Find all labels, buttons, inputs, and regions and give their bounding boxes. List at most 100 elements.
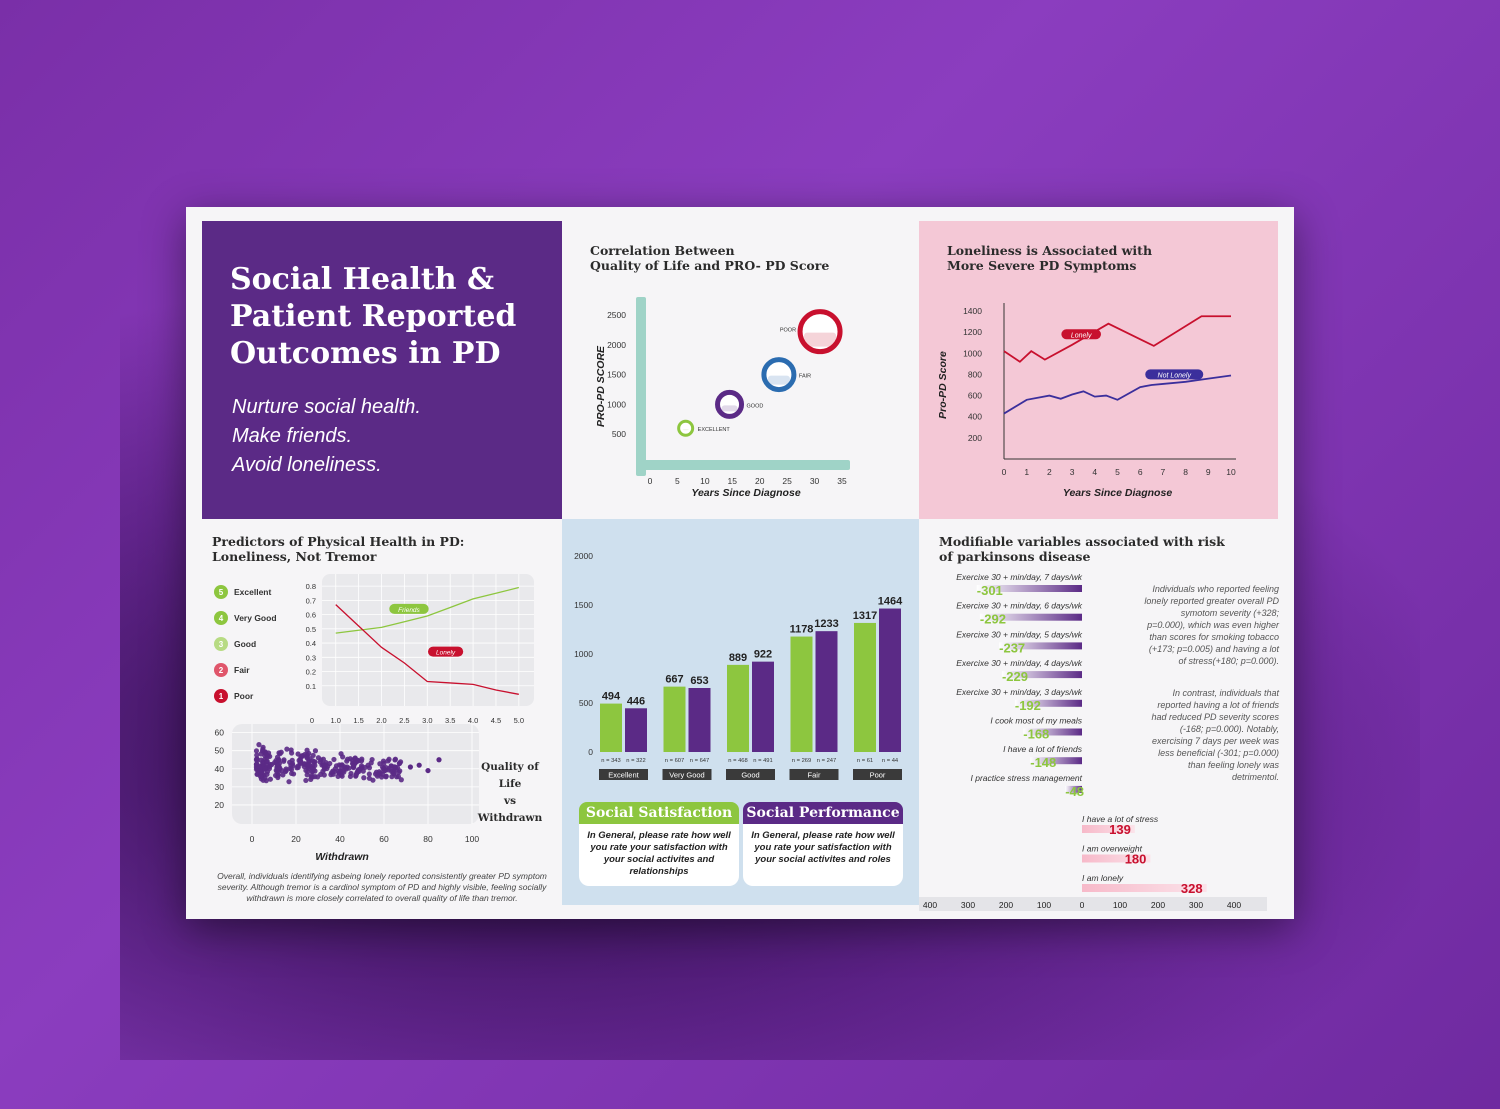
bar-value-label: 494 xyxy=(602,691,621,703)
negative-value: -292 xyxy=(980,612,1006,627)
bubble-label: FAIR xyxy=(799,374,811,380)
scatter-point xyxy=(281,758,287,764)
y-tick-label: 200 xyxy=(968,433,982,443)
x-tick-label: 3.5 xyxy=(445,716,455,725)
bar-n-label: n = 491 xyxy=(753,758,773,764)
y-tick-label: 1500 xyxy=(607,370,626,380)
category-tag xyxy=(599,769,648,780)
scatter-point xyxy=(366,771,372,777)
loneliness-title: Loneliness is Associated with More Sever… xyxy=(947,243,1152,273)
correlation-title-line2: Quality of Life and PRO- PD Score xyxy=(590,258,830,273)
scatter-point xyxy=(369,756,375,763)
x-tick-label: 400 xyxy=(923,900,937,910)
scatter-point xyxy=(267,776,274,782)
bar-n-label: n = 61 xyxy=(857,758,873,764)
legend-badge xyxy=(214,663,228,677)
x-tick-label: 4.0 xyxy=(468,716,478,725)
modifiable-note-2: In contrast, individuals that reported h… xyxy=(1151,688,1279,782)
x-tick-label: 400 xyxy=(1227,900,1241,910)
scatter-point xyxy=(260,777,266,783)
scatter-point xyxy=(416,762,422,768)
bar-value-label: 1464 xyxy=(878,596,903,608)
scatter-point xyxy=(396,760,402,767)
bubble-fill xyxy=(767,375,790,385)
scatter-point xyxy=(321,772,327,778)
row-label: I practice stress management xyxy=(971,773,1083,783)
scatter-point xyxy=(375,771,381,778)
row-label: Exercixe 30 + min/day, 5 days/wk xyxy=(956,629,1082,639)
x-tick-label: 9 xyxy=(1206,467,1211,477)
scatter-point xyxy=(256,742,262,748)
x-tick-label: 5 xyxy=(675,476,680,486)
bar xyxy=(854,622,876,752)
correlation-title: Correlation Between Quality of Life and … xyxy=(590,243,829,273)
x-tick-label: 1.5 xyxy=(353,716,363,725)
scatter-point xyxy=(254,758,260,764)
row-label: Exercixe 30 + min/day, 6 days/wk xyxy=(956,601,1082,611)
row-label: I am lonely xyxy=(1082,873,1124,883)
negative-bar xyxy=(1014,699,1082,707)
category-label: Poor xyxy=(870,771,886,780)
scatter-point xyxy=(283,767,289,774)
positive-value: 139 xyxy=(1109,822,1131,837)
social-panel: 0 500 1000 1500 2000 494 n = 343 446 n = 322 Exce… xyxy=(562,519,919,905)
x-tick-label: 200 xyxy=(1151,900,1165,910)
y-tick-label: 50 xyxy=(215,746,225,756)
bubble-label: EXCELLENT xyxy=(698,427,731,433)
y-tick-label: 1500 xyxy=(574,600,593,610)
scatter-point xyxy=(276,757,282,763)
social-bar-chart: 0 500 1000 1500 2000 494 n = 343 446 n = 322 Exce… xyxy=(574,551,903,780)
bubble-label: POOR xyxy=(780,328,796,334)
scatter-point xyxy=(318,757,324,763)
series-line xyxy=(1003,315,1231,363)
bar-value-label: 889 xyxy=(729,652,747,664)
negative-value: -301 xyxy=(977,583,1003,598)
bar-n-label: n = 322 xyxy=(626,758,646,764)
x-tick-label: 0 xyxy=(250,834,255,844)
bar-value-label: 653 xyxy=(690,675,708,687)
bar-n-label: n = 247 xyxy=(817,758,837,764)
scatter-point xyxy=(310,752,316,759)
y-tick-label: 0.4 xyxy=(306,639,316,648)
negative-value: -192 xyxy=(1015,698,1041,713)
scatter-point xyxy=(361,775,367,781)
hero-subtitle-line: Make friends. xyxy=(232,425,353,447)
y-tick-label: 2500 xyxy=(607,310,626,320)
x-tick-label: 5.0 xyxy=(514,716,524,725)
x-tick-label: 35 xyxy=(837,476,847,486)
scatter-point xyxy=(303,777,309,784)
bar-value-label: 922 xyxy=(754,649,772,661)
scatter-point xyxy=(262,766,268,772)
bar xyxy=(879,608,901,752)
scatter-point xyxy=(436,757,442,763)
bubble-fill xyxy=(721,405,738,412)
bar xyxy=(790,636,813,752)
y-tick-label: 400 xyxy=(968,412,982,422)
y-tick-label: 20 xyxy=(215,800,225,810)
x-tick-label: 3.0 xyxy=(422,716,432,725)
category-label: Good xyxy=(741,771,759,780)
negative-value: -237 xyxy=(999,640,1025,655)
scatter-point xyxy=(312,762,318,769)
x-tick-label: 2.5 xyxy=(399,716,409,725)
y-tick-label: 0 xyxy=(588,747,593,757)
scatter-point xyxy=(312,774,318,780)
bar xyxy=(727,664,749,752)
x-tick-label: 0 xyxy=(648,476,653,486)
negative-bar xyxy=(999,642,1082,650)
scatter-point xyxy=(341,769,347,775)
y-tick-label: 0.5 xyxy=(306,625,316,634)
correlation-chart: 0 5 10 15 20 25 30 35 500 1000 1500 2000 2500 Years S… xyxy=(595,297,850,499)
legend-badge xyxy=(214,611,228,625)
category-label: Very Good xyxy=(669,771,704,780)
x-tick-label: 1 xyxy=(1024,467,1029,477)
scatter-point xyxy=(350,764,357,771)
modifiable-panel: Modifiable variables associated with ris… xyxy=(919,519,1294,911)
positive-value: 180 xyxy=(1125,852,1147,867)
negative-value: -229 xyxy=(1002,669,1028,684)
scatter-point xyxy=(345,756,351,762)
series-tag xyxy=(1061,329,1101,340)
y-tick-label: 800 xyxy=(968,369,982,379)
plot-background xyxy=(322,574,534,706)
scatter-point xyxy=(333,763,340,769)
